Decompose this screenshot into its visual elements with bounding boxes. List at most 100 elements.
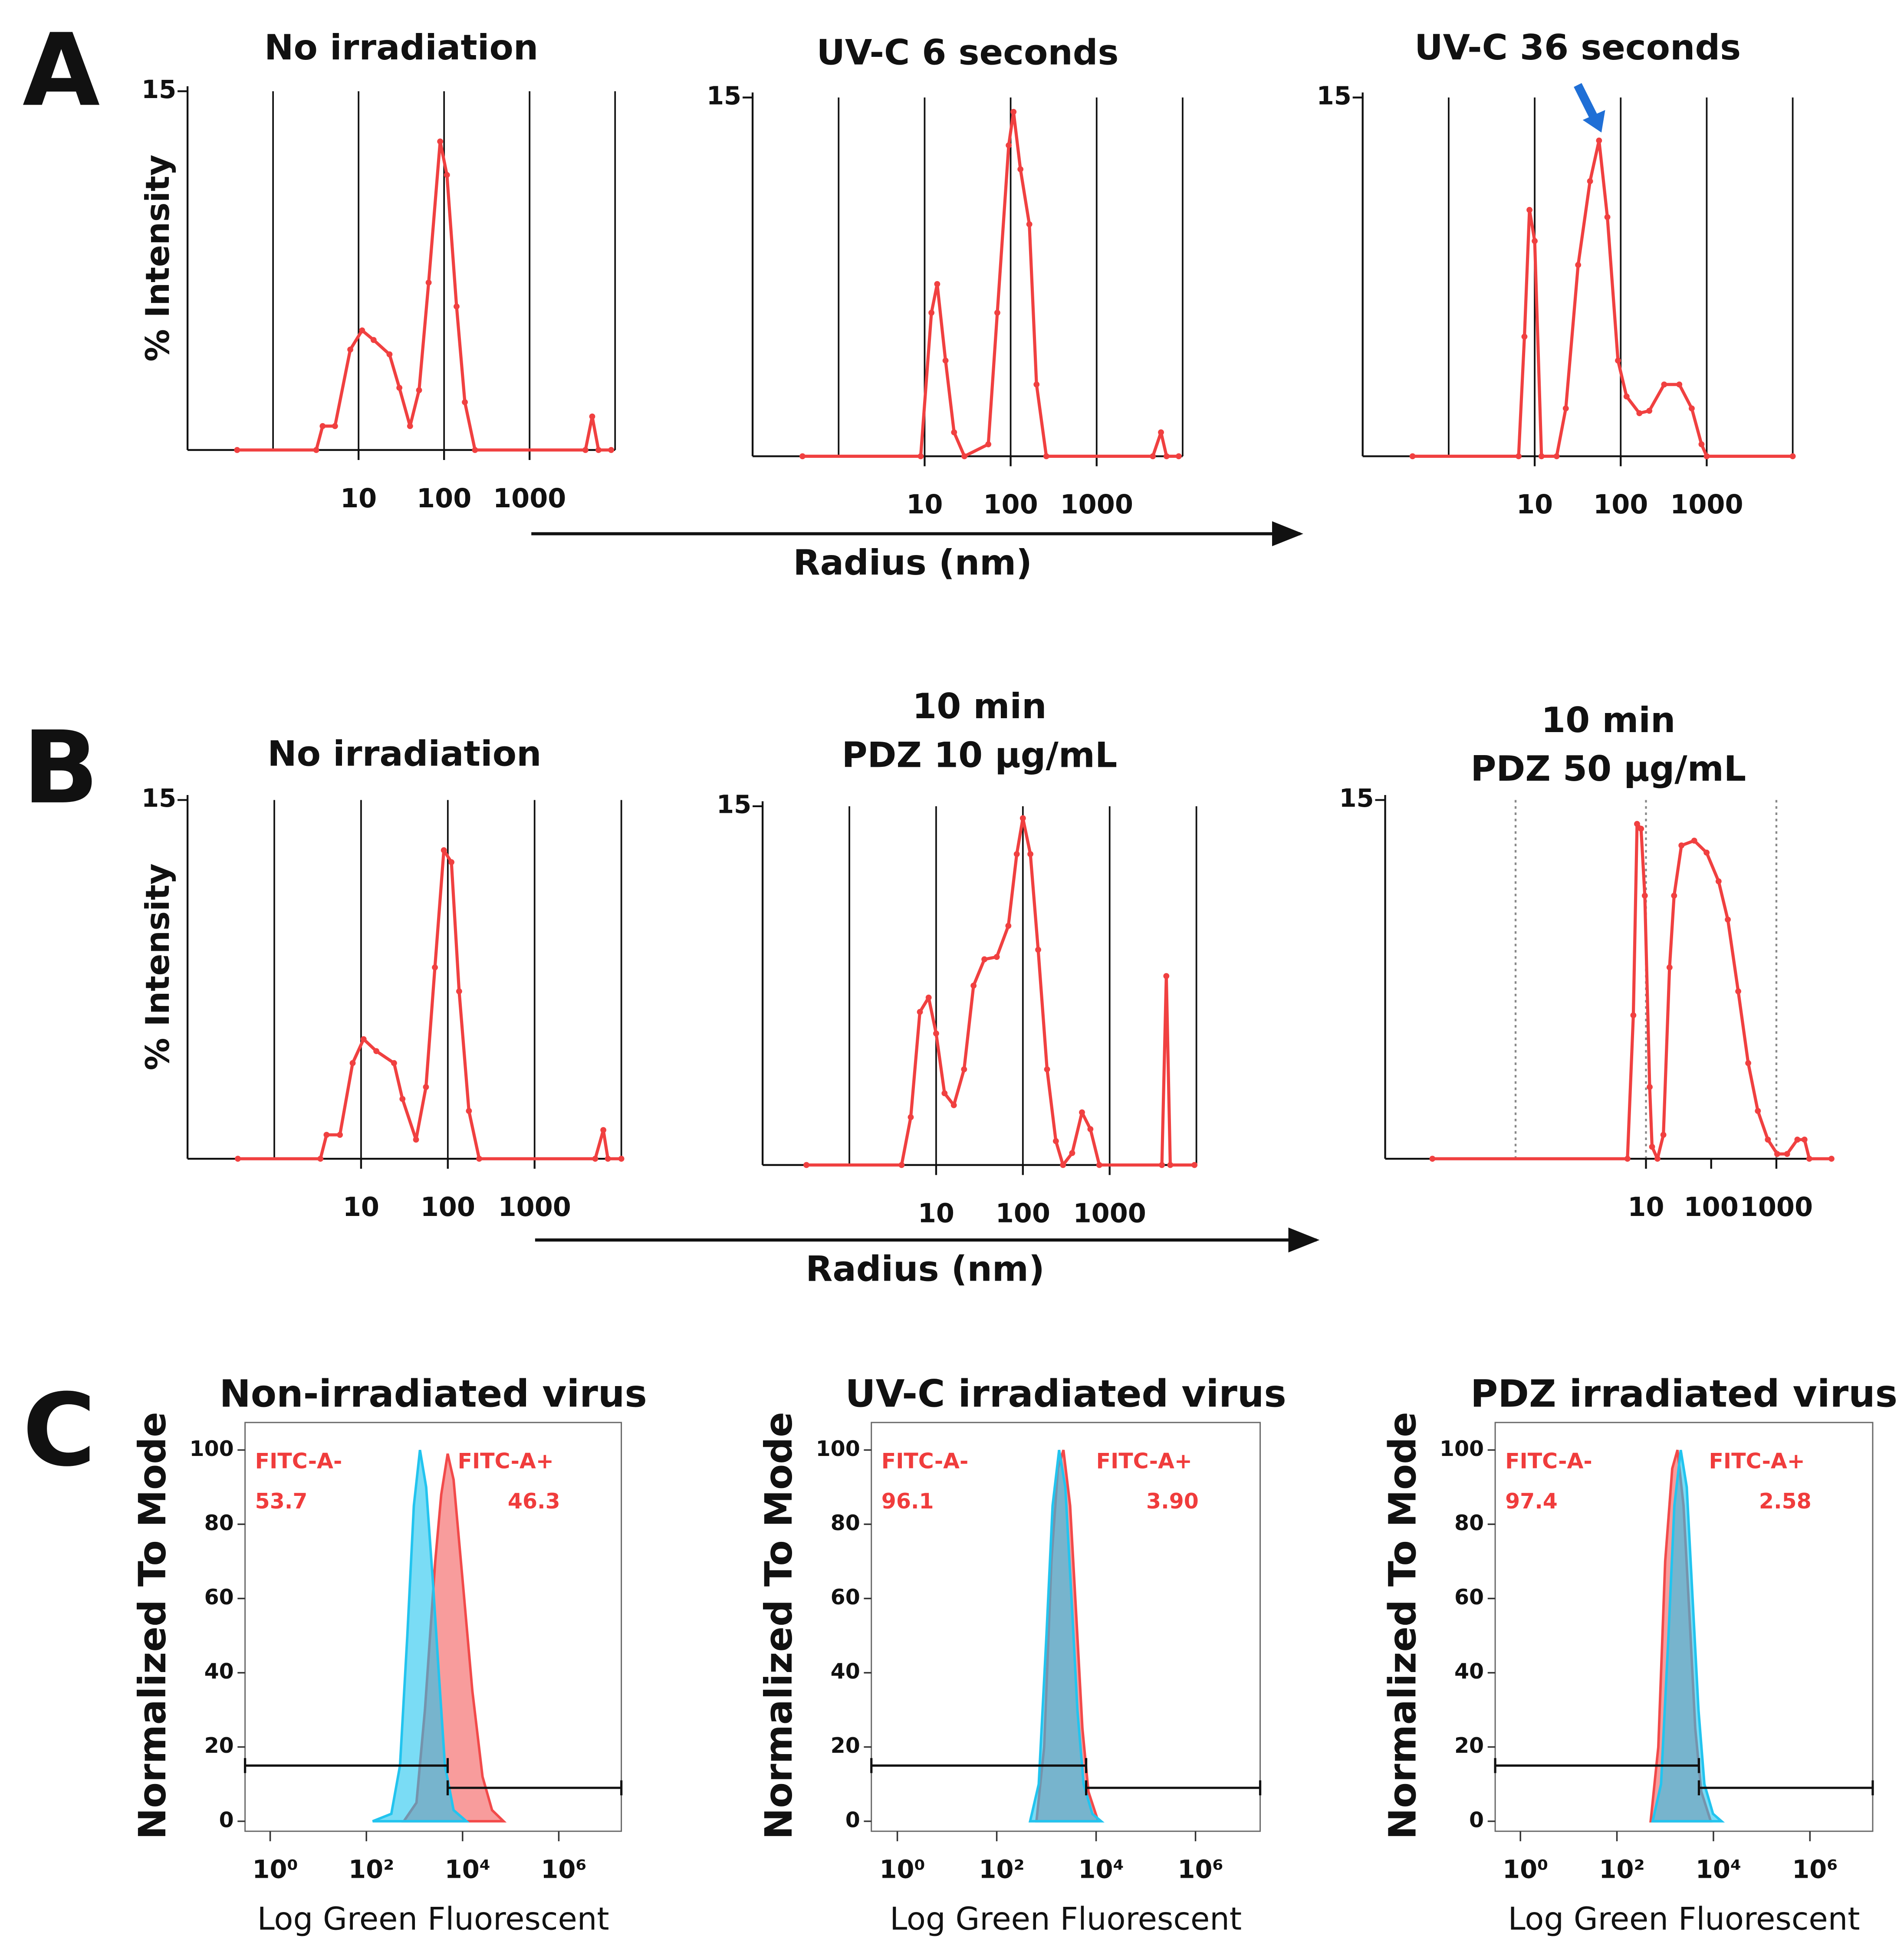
data-point xyxy=(1516,453,1522,460)
data-point xyxy=(799,453,806,460)
x-axis-label: Radius (nm) xyxy=(806,1249,1045,1289)
x-tick-label: 10⁰ xyxy=(879,1855,925,1884)
y-tick-label: 60 xyxy=(204,1585,234,1610)
data-point xyxy=(1654,1156,1661,1162)
data-point xyxy=(994,309,1000,316)
data-point xyxy=(961,453,967,460)
data-point xyxy=(1005,923,1012,929)
data-point xyxy=(608,447,615,453)
y-tick-label: 15 xyxy=(141,75,176,104)
data-point xyxy=(1745,1060,1751,1066)
data-point xyxy=(1638,825,1644,832)
data-point xyxy=(1060,1162,1066,1168)
data-point xyxy=(416,387,422,394)
data-point xyxy=(1646,407,1653,414)
y-tick-label: 40 xyxy=(204,1659,234,1684)
data-point xyxy=(1006,142,1012,148)
panel-label: A xyxy=(23,13,100,129)
gate-name: FITC-A+ xyxy=(458,1449,554,1474)
y-tick-label: 15 xyxy=(707,81,741,110)
data-point xyxy=(1017,166,1024,172)
data-point xyxy=(1019,815,1026,821)
gate-percent: 3.90 xyxy=(1146,1489,1199,1514)
data-point xyxy=(1647,1084,1653,1090)
x-tick-label: 10⁶ xyxy=(1792,1855,1838,1884)
y-tick-label: 100 xyxy=(816,1436,860,1461)
data-point xyxy=(933,1030,939,1037)
data-point xyxy=(319,423,326,429)
x-tick-label: 1000 xyxy=(1670,490,1743,520)
data-point xyxy=(1676,381,1683,388)
data-point xyxy=(1794,1137,1801,1143)
gate-name: FITC-A- xyxy=(1505,1449,1592,1474)
chart-title: Non-irradiated virus xyxy=(219,1372,647,1416)
data-point xyxy=(454,303,460,310)
gate-percent: 97.4 xyxy=(1505,1489,1558,1514)
chart-title: 10 min xyxy=(1541,700,1675,741)
y-axis-label: % Intensity xyxy=(138,864,177,1071)
data-point xyxy=(1623,393,1630,400)
y-tick-label: 15 xyxy=(1339,784,1374,813)
data-point xyxy=(332,423,338,429)
x-tick-label: 10 xyxy=(343,1192,379,1222)
data-point xyxy=(917,453,924,460)
data-point xyxy=(1587,178,1593,184)
data-point xyxy=(444,172,450,178)
data-point xyxy=(1634,821,1640,827)
x-tick-label: 1000 xyxy=(1740,1192,1813,1222)
data-point xyxy=(466,1108,472,1114)
x-tick-label: 10 xyxy=(340,483,377,514)
x-tick-label: 100 xyxy=(983,490,1038,520)
data-point xyxy=(1765,1137,1771,1143)
data-point xyxy=(1027,851,1033,858)
arrow-annotation xyxy=(1574,83,1599,122)
data-point xyxy=(1429,1156,1436,1162)
data-point xyxy=(600,1127,607,1133)
x-tick-label: 10⁶ xyxy=(1177,1855,1223,1884)
data-line xyxy=(237,140,612,452)
data-point xyxy=(1624,1156,1631,1162)
data-point xyxy=(1774,1151,1780,1157)
data-point xyxy=(391,1060,397,1066)
x-tick-label: 10 xyxy=(1628,1192,1664,1222)
x-tick-label: 10 xyxy=(906,490,943,520)
data-point xyxy=(472,447,478,453)
data-point xyxy=(386,351,393,358)
data-point xyxy=(1630,1012,1637,1019)
gate-percent: 46.3 xyxy=(508,1489,560,1514)
data-point xyxy=(1096,1162,1102,1168)
data-point xyxy=(1661,381,1667,388)
x-tick-label: 1000 xyxy=(1060,490,1133,520)
data-point xyxy=(1532,238,1538,244)
data-point xyxy=(898,1162,905,1168)
y-axis-label: Normalized To Mode xyxy=(757,1412,801,1839)
data-point xyxy=(1159,1162,1165,1168)
data-point xyxy=(1755,1108,1761,1114)
data-point xyxy=(462,399,468,405)
x-tick-label: 10⁴ xyxy=(1078,1855,1124,1884)
y-tick-label: 20 xyxy=(831,1733,860,1758)
data-point xyxy=(1052,1138,1059,1144)
data-point xyxy=(605,1156,611,1162)
histogram-area xyxy=(1651,1449,1725,1823)
y-tick-label: 15 xyxy=(717,790,751,819)
data-point xyxy=(349,1060,356,1066)
data-point xyxy=(407,423,413,429)
gate-name: FITC-A+ xyxy=(1096,1449,1192,1474)
data-point xyxy=(961,1066,967,1073)
gate-percent: 53.7 xyxy=(255,1489,308,1514)
data-point xyxy=(1725,917,1731,923)
y-axis-label: % Intensity xyxy=(138,154,177,361)
gate-percent: 2.58 xyxy=(1759,1489,1812,1514)
data-point xyxy=(1158,429,1164,436)
data-point xyxy=(1538,453,1545,460)
chart-title: PDZ 50 µg/mL xyxy=(1470,749,1746,789)
data-point xyxy=(1698,441,1705,447)
data-point xyxy=(993,954,1000,960)
y-axis-label: Normalized To Mode xyxy=(131,1412,174,1839)
data-point xyxy=(370,337,377,343)
data-point xyxy=(360,1036,367,1042)
y-tick-label: 15 xyxy=(1317,81,1352,110)
data-point xyxy=(934,281,940,287)
